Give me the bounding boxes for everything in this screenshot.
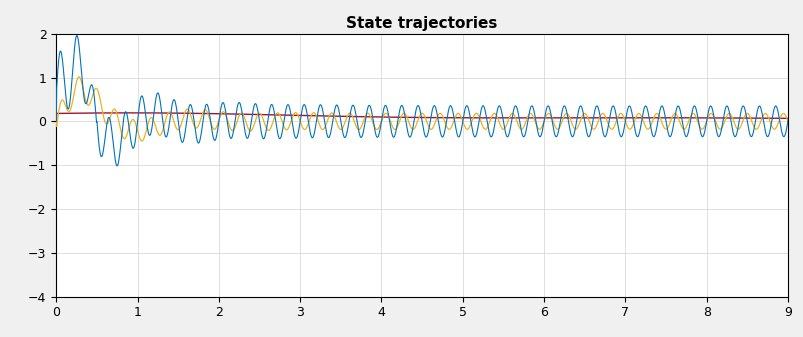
Title: State trajectories: State trajectories [346, 16, 497, 31]
